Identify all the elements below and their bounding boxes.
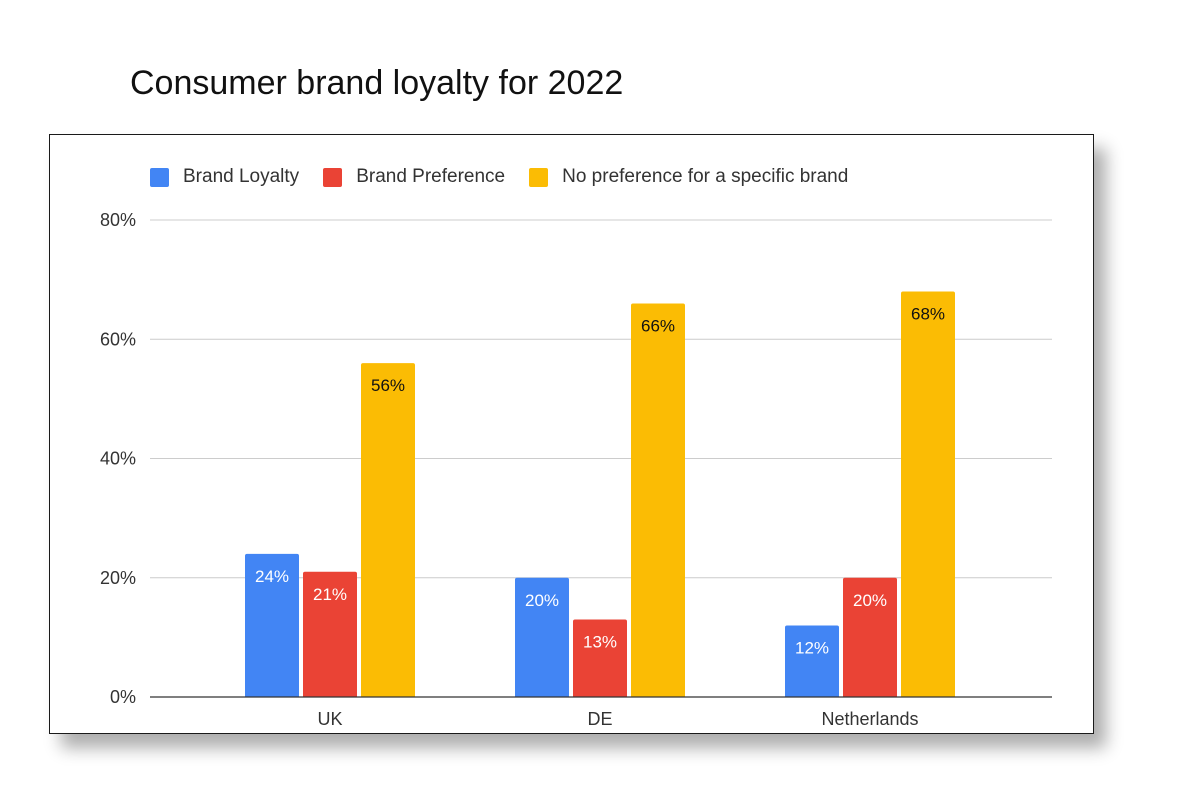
data-label: 13%: [583, 632, 617, 651]
y-tick-label: 20%: [100, 568, 136, 588]
x-tick-label: UK: [317, 709, 342, 729]
bar-brand-loyalty-de: [515, 577, 569, 697]
data-label: 66%: [641, 316, 675, 335]
y-tick-label: 40%: [100, 449, 136, 469]
data-label: 20%: [853, 591, 887, 610]
x-tick-label: Netherlands: [821, 709, 918, 729]
legend-label-brand-loyalty: Brand Loyalty: [183, 166, 300, 187]
data-label: 24%: [255, 567, 289, 586]
data-label: 12%: [795, 638, 829, 657]
data-label: 56%: [371, 376, 405, 395]
y-tick-label: 60%: [100, 329, 136, 349]
data-label: 68%: [911, 305, 945, 324]
bar-no-preference-for-a-specific-brand-netherlands: [901, 291, 955, 697]
legend-item-no-preference[interactable]: No preference for a specific brand: [529, 166, 848, 188]
y-tick-label: 80%: [100, 210, 136, 230]
legend-swatch-brand-preference: [323, 167, 343, 187]
bar-brand-preference-netherlands: [843, 577, 897, 697]
y-tick-label: 0%: [110, 687, 136, 707]
legend-label-brand-preference: Brand Preference: [356, 166, 506, 187]
bar-brand-preference-uk: [303, 571, 357, 697]
data-label: 20%: [525, 591, 559, 610]
legend-item-brand-loyalty[interactable]: Brand Loyalty: [150, 166, 299, 188]
legend-label-no-preference: No preference for a specific brand: [562, 166, 849, 187]
bar-no-preference-for-a-specific-brand-de: [631, 303, 685, 697]
page-title: Consumer brand loyalty for 2022: [130, 64, 624, 102]
data-label: 21%: [313, 585, 347, 604]
bar-brand-loyalty-uk: [245, 553, 299, 697]
legend-swatch-brand-loyalty: [150, 167, 169, 187]
legend-swatch-no-preference: [529, 167, 549, 187]
bar-no-preference-for-a-specific-brand-uk: [361, 363, 415, 697]
bar-brand-preference-de: [573, 619, 627, 697]
bar-brand-loyalty-netherlands: [785, 625, 839, 697]
chart-legend: Brand Loyalty Brand Preference No prefer…: [150, 166, 872, 188]
legend-item-brand-preference[interactable]: Brand Preference: [323, 166, 505, 188]
x-tick-label: DE: [587, 709, 612, 729]
